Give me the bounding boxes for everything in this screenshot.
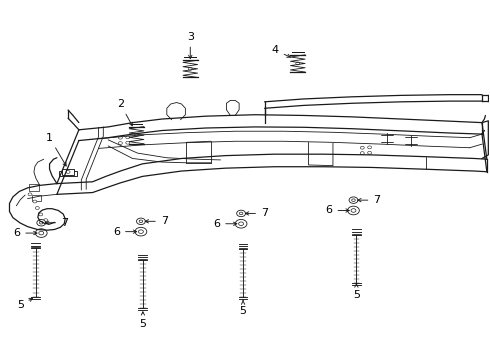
Text: 5: 5 — [17, 298, 32, 310]
Circle shape — [237, 210, 245, 217]
Text: 5: 5 — [240, 300, 246, 316]
Text: 5: 5 — [353, 284, 360, 301]
Circle shape — [235, 220, 247, 228]
Circle shape — [368, 146, 371, 149]
Text: 2: 2 — [117, 99, 132, 126]
Circle shape — [360, 146, 364, 149]
Circle shape — [66, 171, 70, 174]
Circle shape — [28, 193, 32, 196]
Circle shape — [119, 141, 122, 144]
Circle shape — [135, 134, 139, 136]
Circle shape — [347, 206, 359, 215]
Bar — [29, 184, 39, 191]
Circle shape — [135, 227, 147, 236]
Circle shape — [119, 136, 122, 139]
FancyBboxPatch shape — [62, 169, 74, 175]
Circle shape — [139, 220, 143, 222]
Text: 7: 7 — [145, 216, 168, 226]
Circle shape — [33, 200, 37, 203]
Text: 6: 6 — [213, 219, 237, 229]
Circle shape — [352, 199, 355, 202]
Circle shape — [39, 231, 44, 235]
Circle shape — [40, 221, 43, 224]
Circle shape — [35, 207, 39, 210]
Circle shape — [239, 212, 243, 215]
Text: 6: 6 — [325, 206, 349, 216]
Bar — [32, 195, 41, 201]
Circle shape — [368, 151, 371, 154]
Circle shape — [126, 136, 130, 139]
Circle shape — [44, 219, 48, 222]
Text: 7: 7 — [358, 195, 381, 205]
Text: 6: 6 — [13, 228, 37, 238]
Circle shape — [239, 222, 244, 226]
Text: 6: 6 — [113, 227, 137, 237]
Text: 7: 7 — [245, 208, 268, 219]
Text: 3: 3 — [187, 32, 194, 59]
Circle shape — [188, 67, 192, 70]
Text: 1: 1 — [46, 133, 66, 166]
Circle shape — [37, 220, 46, 226]
Circle shape — [296, 62, 300, 65]
Circle shape — [351, 209, 356, 212]
Circle shape — [137, 218, 146, 225]
Circle shape — [360, 152, 364, 154]
Circle shape — [349, 197, 358, 203]
Circle shape — [35, 229, 47, 237]
Circle shape — [39, 213, 43, 216]
Text: 4: 4 — [272, 45, 291, 57]
Text: 5: 5 — [139, 312, 147, 329]
Circle shape — [139, 230, 144, 233]
FancyBboxPatch shape — [59, 171, 77, 176]
Circle shape — [126, 141, 130, 144]
Text: 7: 7 — [46, 218, 68, 228]
